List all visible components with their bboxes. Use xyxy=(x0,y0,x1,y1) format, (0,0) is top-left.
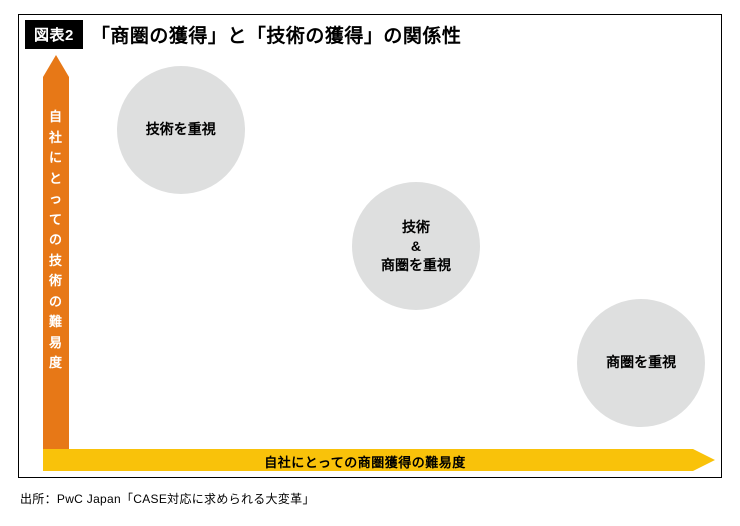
figure-badge: 図表2 xyxy=(25,20,83,49)
bubble-label: 技術を重視 xyxy=(146,120,216,139)
x-axis: 自社にとっての商圏獲得の難易度 xyxy=(43,449,715,471)
x-axis-label: 自社にとっての商圏獲得の難易度 xyxy=(43,452,687,471)
bubble-label: 技術 & 商圏を重視 xyxy=(381,218,451,275)
plot-area: 自社にとっての技術の難易度 自社にとっての商圏獲得の難易度 技術を重視技術 & … xyxy=(43,55,715,471)
figure-frame: 図表2 「商圏の獲得」と「技術の獲得」の関係性 自社にとっての技術の難易度 自社… xyxy=(18,14,722,478)
figure-title: 「商圏の獲得」と「技術の獲得」の関係性 xyxy=(91,21,462,48)
y-axis: 自社にとっての技術の難易度 xyxy=(43,55,69,453)
source-text: 出所：PwC Japan「CASE対応に求められる大変革」 xyxy=(20,490,315,507)
bubble-market: 商圏を重視 xyxy=(577,299,705,427)
bubble-both: 技術 & 商圏を重視 xyxy=(352,182,480,310)
figure-header: 図表2 「商圏の獲得」と「技術の獲得」の関係性 xyxy=(25,20,461,49)
bubble-tech: 技術を重視 xyxy=(117,66,245,194)
y-axis-label: 自社にとっての技術の難易度 xyxy=(48,107,64,374)
bubble-label: 商圏を重視 xyxy=(606,353,676,372)
